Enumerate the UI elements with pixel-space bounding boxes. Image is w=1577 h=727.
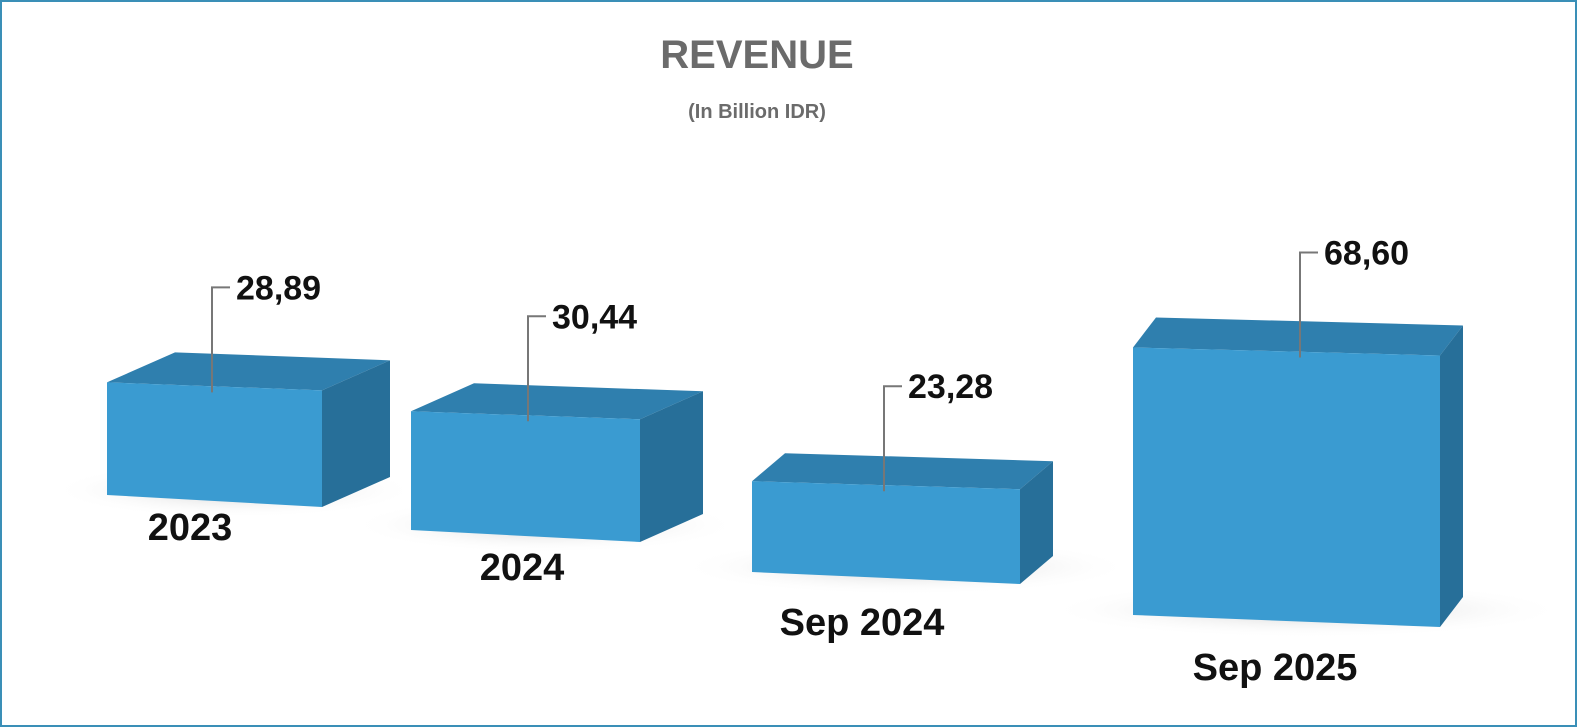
leader-line xyxy=(527,315,546,422)
bar-side xyxy=(322,360,390,507)
leader-line xyxy=(883,385,902,492)
chart-title: REVENUE xyxy=(660,33,853,77)
value-label: 23,28 xyxy=(908,368,993,406)
bar-top xyxy=(752,453,1053,490)
x-tick-label: 2023 xyxy=(148,507,233,549)
bar-side xyxy=(1020,461,1053,584)
x-tick-label: 2024 xyxy=(480,547,565,589)
leader-line xyxy=(211,286,230,393)
x-tick-label: Sep 2024 xyxy=(780,602,945,644)
bar-top xyxy=(411,383,703,420)
value-label: 28,89 xyxy=(236,269,321,307)
x-tick-label: Sep 2025 xyxy=(1193,647,1358,689)
bar-side xyxy=(1440,325,1463,627)
value-label: 30,44 xyxy=(552,298,637,336)
bar xyxy=(411,411,640,542)
bar-side xyxy=(640,391,703,542)
value-label: 68,60 xyxy=(1324,234,1409,272)
bar xyxy=(752,481,1020,584)
bar xyxy=(1133,347,1440,627)
bar xyxy=(107,382,322,507)
bar-top xyxy=(1133,317,1463,356)
bar-top xyxy=(107,352,390,391)
leader-line xyxy=(1299,251,1318,358)
chart-subtitle: (In Billion IDR) xyxy=(688,101,826,123)
